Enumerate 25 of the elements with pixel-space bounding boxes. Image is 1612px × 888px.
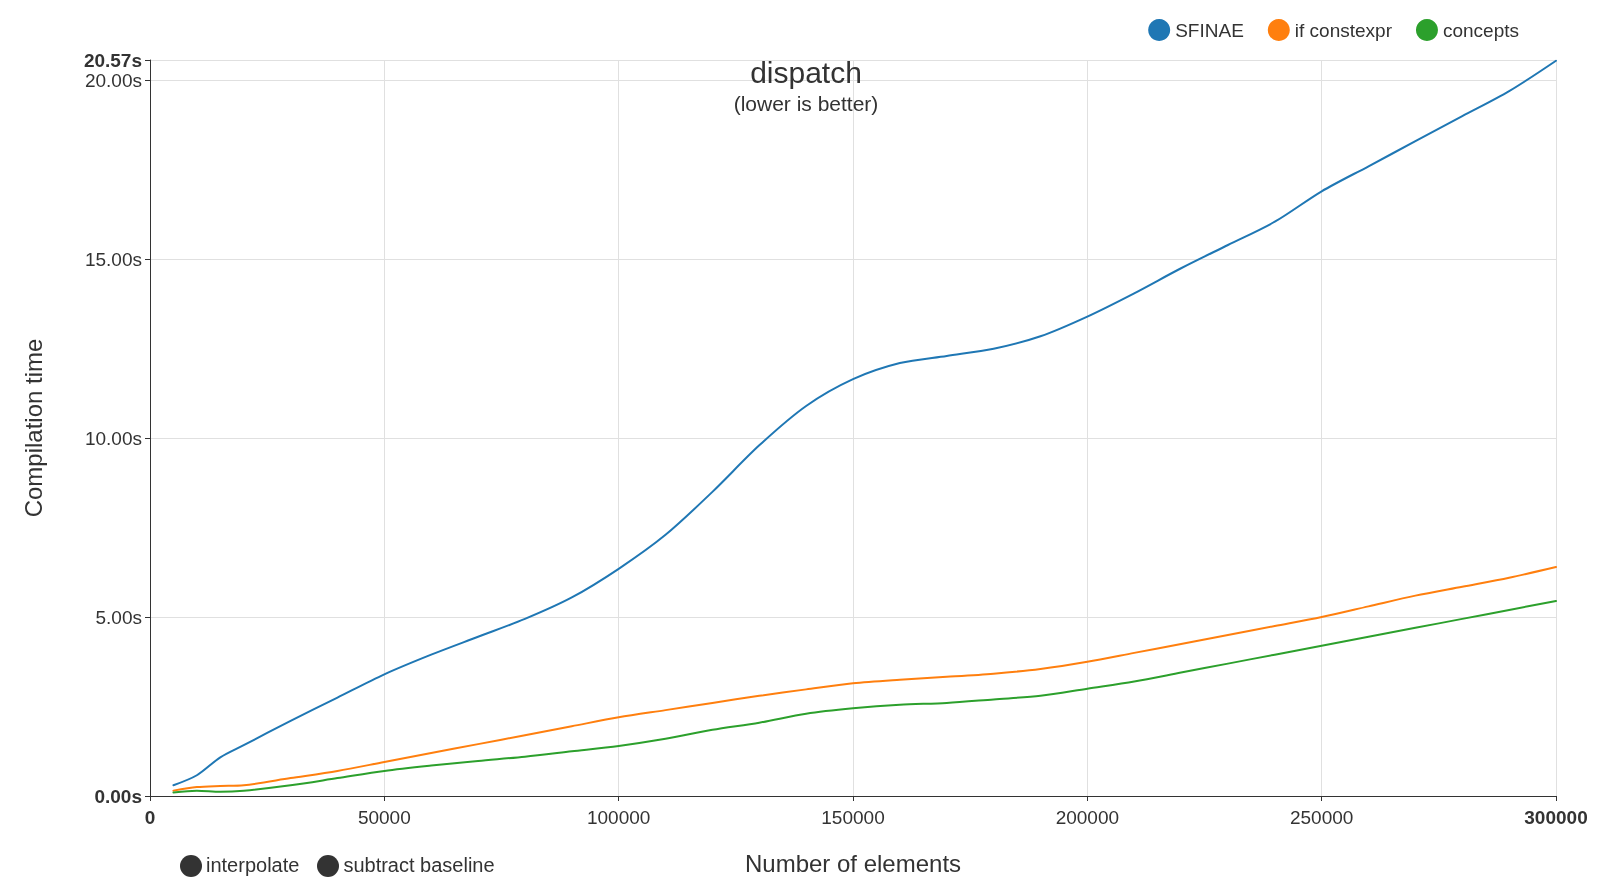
x-tick-label: 150000 <box>821 807 885 828</box>
y-tick-label: 20.57s <box>83 49 142 71</box>
y-axis-title: Compilation time <box>19 338 47 518</box>
text: (lower is better) <box>733 92 879 115</box>
legend-label: if constexpr <box>1294 19 1393 41</box>
line-series <box>172 600 1557 794</box>
text: interpolate <box>206 854 300 877</box>
x-tick-label: 200000 <box>1055 807 1120 828</box>
y-tick-label: 15.00s <box>84 248 142 270</box>
y-tick-label: 5.00s <box>95 606 142 628</box>
legend-label: concepts <box>1442 19 1519 41</box>
y-tick-label: 0.00s <box>94 785 142 807</box>
x-tick-label: 250000 <box>1289 807 1354 828</box>
legend-label: SFINAE <box>1175 19 1244 41</box>
y-tick-label: 20.00s <box>84 69 142 91</box>
line-series <box>172 566 1557 792</box>
line-series <box>172 59 1557 787</box>
chart-title: dispatch <box>750 55 862 89</box>
text: subtract baseline <box>343 854 495 877</box>
x-tick-label: 0 <box>144 807 156 828</box>
x-tick-label: 50000 <box>357 807 411 828</box>
x-axis-title: Number of elements <box>744 849 962 877</box>
y-tick-label: 10.00s <box>84 427 142 449</box>
x-tick-label: 100000 <box>586 807 651 828</box>
x-tick-label: 300000 <box>1524 807 1588 828</box>
